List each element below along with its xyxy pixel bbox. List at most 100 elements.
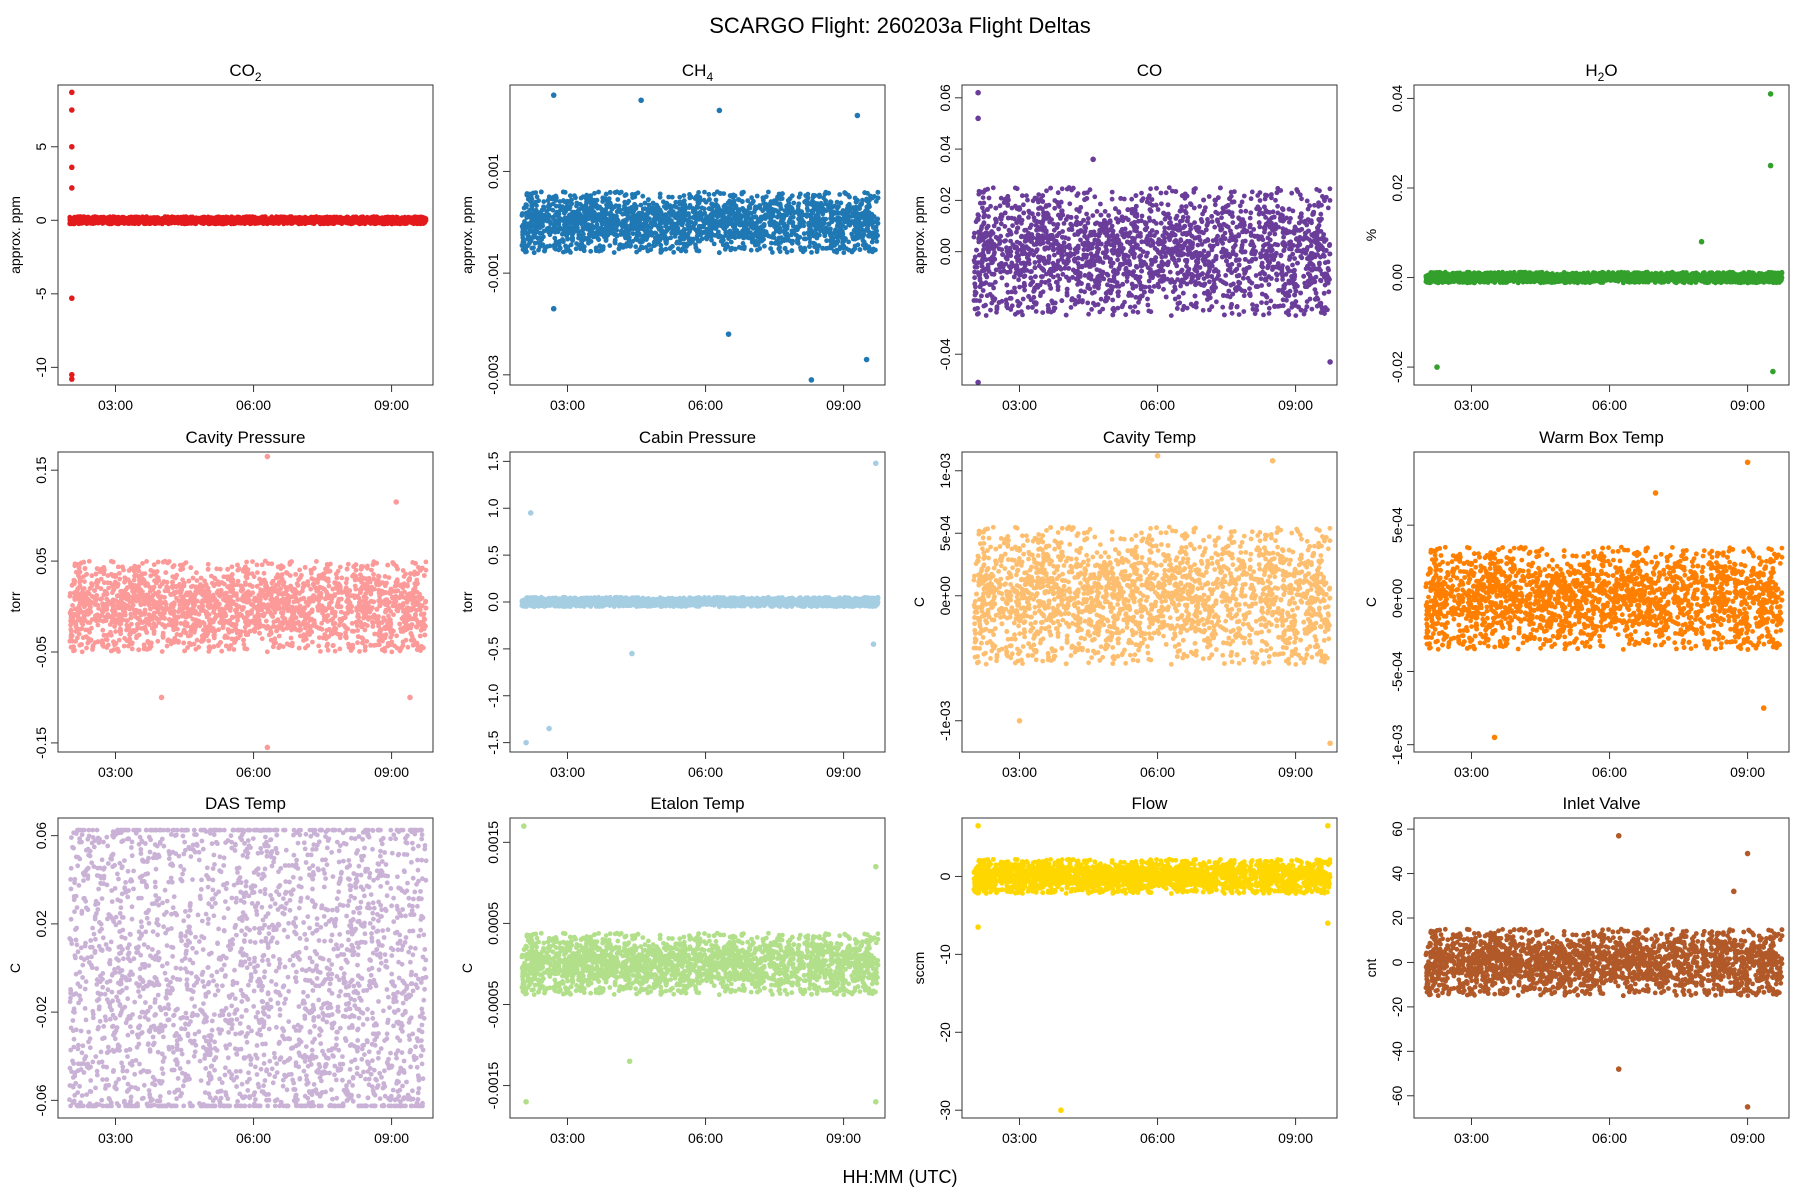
panel-10-outlier-4 xyxy=(1324,920,1331,926)
panel-5-ytick-label-6: -1.5 xyxy=(485,730,501,754)
panel-7-ytick-label-0: 5e-04 xyxy=(1389,507,1405,543)
panel-3-outlier-0 xyxy=(1767,91,1774,97)
panel-5-ytick-label-5: -1.0 xyxy=(485,683,501,707)
panel-8-ytick-label-2: -0.02 xyxy=(33,996,49,1028)
panel-6-outlier-1 xyxy=(1269,457,1276,464)
panel-1-ylabel: approx. ppm xyxy=(459,196,475,274)
panel-2: CO 03:00 06:00 09:00 0.06 0.04 0.02 0.00 -0.04 ap… xyxy=(911,61,1338,413)
panel-1-title-main: CH xyxy=(682,61,707,80)
panel-11-ytick-label-2: 20 xyxy=(1389,910,1405,926)
panel-11-ylabel: cnt xyxy=(1363,959,1379,978)
panel-10-ytick-label-3: -30 xyxy=(937,1100,953,1120)
panel-11-ytick-label-6: -60 xyxy=(1389,1085,1405,1105)
panel-2-ytick-label-3: 0.00 xyxy=(937,238,953,265)
panel-5-outlier-1 xyxy=(523,739,529,746)
panel-0-outlier-3 xyxy=(69,164,75,171)
panel-5-ylabel: torr xyxy=(459,591,475,612)
panel-7: Warm Box Temp 03:00 06:00 09:00 5e-04 0e+00 -5… xyxy=(1363,428,1790,780)
panel-1-outlier-4 xyxy=(808,377,815,383)
panel-7-xtick-label-2: 09:00 xyxy=(1730,764,1765,780)
panel-7-frame xyxy=(1413,451,1790,753)
panel-6-point-cloud xyxy=(971,524,1333,667)
panel-10-outlier-0 xyxy=(1058,1107,1064,1114)
panel-1: CH4 03:00 06:00 09:00 0.001 -0.001 -0.003 appro… xyxy=(459,61,886,413)
panel-0-ytick-label-0: 5 xyxy=(33,143,49,151)
panel-5-outlier-4 xyxy=(870,641,877,647)
panel-11-ytick-label-5: -40 xyxy=(1389,1041,1405,1061)
panel-0-outlier-5 xyxy=(69,295,75,302)
panel-8-xtick-label-1: 06:00 xyxy=(236,1130,271,1146)
panel-4-point-cloud xyxy=(67,558,429,655)
panel-5-xtick-label-1: 06:00 xyxy=(688,764,723,780)
panel-4-outlier-0 xyxy=(264,453,271,460)
panel-7-ytick-label-1: 0e+00 xyxy=(1389,578,1405,618)
panel-10: Flow 03:00 06:00 09:00 0 -10 -20 -30 sccm xyxy=(911,794,1338,1146)
panel-1-frame xyxy=(509,84,886,386)
panel-1-outlier-6 xyxy=(550,305,557,312)
panel-8-ytick-label-1: 0.02 xyxy=(33,910,49,937)
panel-3: H2O 03:00 06:00 09:00 0.04 0.02 0.00 -0.02% xyxy=(1363,61,1790,413)
panel-3-title-main: H xyxy=(1585,61,1597,80)
panel-2-xtick-label-1: 06:00 xyxy=(1140,397,1175,413)
panel-10-ytick-label-0: 0 xyxy=(937,872,953,880)
panel-8-frame xyxy=(57,817,434,1119)
panel-1-outlier-7 xyxy=(863,356,870,363)
panel-10-point-cloud xyxy=(971,856,1333,896)
figure-xlabel: HH:MM (UTC) xyxy=(843,1167,958,1187)
panel-9-xtick-label-2: 09:00 xyxy=(826,1130,861,1146)
panel-6: Cavity Temp 03:00 06:00 09:00 1e-03 5e-04 0e+0… xyxy=(911,428,1338,780)
panel-1-ytick-label-0: 0.001 xyxy=(485,154,501,189)
panel-0-frame xyxy=(57,84,434,386)
panel-9-outlier-3 xyxy=(872,1098,879,1105)
panel-7-ylabel: C xyxy=(1363,597,1379,607)
panel-11-frame xyxy=(1413,817,1790,1119)
panel-2-ytick-label-4: -0.04 xyxy=(937,338,953,370)
panel-9-frame xyxy=(509,817,886,1119)
panel-9-xtick-label-0: 03:00 xyxy=(550,1130,585,1146)
figure-title: SCARGO Flight: 260203a Flight Deltas xyxy=(709,13,1091,38)
panel-1-outlier-5 xyxy=(854,112,861,119)
panel-2-point-cloud xyxy=(971,185,1333,318)
panel-11-outlier-2 xyxy=(1744,850,1751,857)
panel-3-point-cloud xyxy=(1423,269,1785,286)
panel-9-title: Etalon Temp xyxy=(650,794,744,813)
panel-11-title: Inlet Valve xyxy=(1562,794,1640,813)
panel-1-ytick-label-1: -0.001 xyxy=(485,253,501,293)
panel-3-ylabel: % xyxy=(1363,229,1379,241)
panel-3-xtick-label-2: 09:00 xyxy=(1730,397,1765,413)
panel-11-xtick-label-2: 09:00 xyxy=(1730,1130,1765,1146)
panel-1-xtick-label-1: 06:00 xyxy=(688,397,723,413)
panel-2-outlier-1 xyxy=(975,115,981,122)
panel-4-outlier-4 xyxy=(407,694,413,701)
panel-8-title: DAS Temp xyxy=(205,794,286,813)
panel-10-xtick-label-1: 06:00 xyxy=(1140,1130,1175,1146)
panel-10-xtick-label-0: 03:00 xyxy=(1002,1130,1037,1146)
panel-3-ytick-label-1: 0.02 xyxy=(1389,174,1405,201)
panel-0-outlier-0 xyxy=(69,89,75,96)
panel-5-outlier-5 xyxy=(629,650,635,657)
panel-9-outlier-0 xyxy=(521,823,527,829)
panel-10-outlier-1 xyxy=(975,822,981,829)
panel-3-outlier-4 xyxy=(1698,238,1705,245)
panel-10-frame xyxy=(961,817,1338,1119)
panel-5-point-cloud xyxy=(519,594,881,610)
panel-6-ylabel: C xyxy=(911,597,927,607)
panel-1-xtick-label-2: 09:00 xyxy=(826,397,861,413)
panel-3-title-tail: O xyxy=(1604,61,1617,80)
panel-11-outlier-3 xyxy=(1744,1104,1751,1110)
panel-2-ytick-label-2: 0.02 xyxy=(937,187,953,214)
panel-8: DAS Temp 03:00 06:00 09:00 0.06 0.02 -0.02 -0.0… xyxy=(7,794,434,1146)
panel-9-ytick-label-0: 0.0015 xyxy=(485,821,501,864)
panel-11: Inlet Valve 03:00 06:00 09:00 60 40 20 0 -20 -40 -… xyxy=(1363,794,1790,1146)
panel-11-xtick-label-0: 03:00 xyxy=(1454,1130,1489,1146)
panel-5-outlier-0 xyxy=(527,510,534,516)
panel-11-ytick-label-0: 60 xyxy=(1389,821,1405,837)
panel-0-ylabel: approx. ppm xyxy=(7,196,23,274)
panel-3-title: H2O xyxy=(1585,61,1617,84)
panel-6-ytick-label-2: 0e+00 xyxy=(937,576,953,616)
panel-7-outlier-3 xyxy=(1652,490,1659,496)
panel-3-ytick-label-0: 0.04 xyxy=(1389,85,1405,112)
panel-5-ytick-label-0: 1.5 xyxy=(485,451,501,471)
panel-7-title: Warm Box Temp xyxy=(1539,428,1664,447)
panel-8-xtick-label-2: 09:00 xyxy=(374,1130,409,1146)
